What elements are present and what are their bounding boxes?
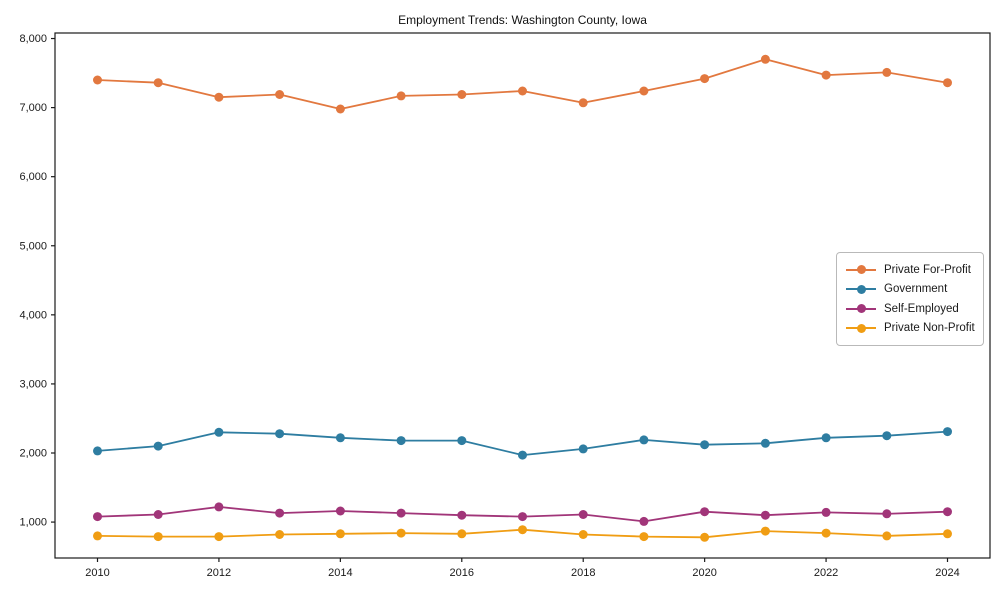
data-point: [639, 516, 649, 526]
y-tick-label: 2,000: [19, 448, 47, 460]
data-point: [93, 531, 102, 541]
data-point: [943, 78, 952, 88]
y-tick-label: 5,000: [19, 240, 47, 252]
y-tick-label: 4,000: [19, 309, 47, 321]
data-point: [760, 526, 770, 536]
data-point: [457, 510, 467, 520]
data-point: [396, 528, 406, 538]
data-point: [518, 86, 527, 96]
data-point: [396, 91, 406, 101]
legend-label: Self-Employed: [884, 302, 959, 315]
data-point: [518, 512, 527, 522]
data-point: [700, 507, 710, 517]
data-point: [700, 74, 710, 84]
chart-title: Employment Trends: Washington County, Io…: [398, 13, 647, 27]
data-point: [639, 532, 649, 542]
data-point: [457, 436, 467, 446]
data-point: [760, 510, 770, 520]
data-point: [700, 440, 710, 450]
data-point: [275, 508, 285, 518]
data-point: [943, 529, 952, 539]
data-point: [153, 510, 163, 519]
data-point: [821, 433, 831, 443]
x-tick-label: 2022: [814, 567, 838, 579]
legend-marker: [846, 265, 876, 275]
data-point: [700, 532, 710, 542]
legend-marker: [846, 323, 876, 333]
x-tick-label: 2012: [207, 567, 231, 579]
data-point: [760, 54, 770, 64]
y-tick-label: 3,000: [19, 378, 47, 390]
data-point: [821, 70, 831, 80]
data-point: [578, 98, 588, 108]
data-point: [335, 529, 345, 539]
data-point: [943, 427, 952, 437]
x-tick-label: 2024: [935, 567, 959, 579]
data-point: [821, 507, 831, 517]
legend-label: Private For-Profit: [884, 263, 971, 276]
legend-item: Government: [846, 280, 974, 300]
data-point: [335, 506, 345, 516]
data-point: [153, 532, 163, 542]
data-point: [93, 446, 102, 456]
data-point: [578, 444, 588, 454]
data-point: [335, 104, 345, 114]
y-tick-label: 1,000: [19, 517, 47, 529]
y-tick-label: 8,000: [19, 33, 47, 45]
plot-border: [54, 32, 991, 559]
data-point: [153, 78, 163, 88]
data-point: [396, 436, 406, 446]
data-point: [396, 508, 406, 518]
y-tick-label: 6,000: [19, 171, 47, 183]
data-point: [457, 529, 467, 539]
data-point: [214, 92, 224, 102]
legend-label: Government: [884, 283, 948, 296]
series-line: [97, 58, 948, 110]
y-tick-label: 7,000: [19, 102, 47, 114]
data-point: [457, 90, 467, 99]
legend-item: Private For-Profit: [846, 260, 974, 280]
data-point: [93, 512, 102, 522]
x-tick-label: 2020: [692, 567, 716, 579]
data-point: [518, 525, 527, 535]
data-point: [821, 528, 831, 538]
x-tick-label: 2010: [85, 567, 109, 579]
data-point: [639, 86, 649, 96]
data-point: [518, 450, 527, 460]
data-point: [639, 435, 649, 445]
x-tick-label: 2018: [571, 567, 595, 579]
data-point: [214, 532, 224, 542]
data-point: [578, 510, 588, 519]
legend: Private For-Profit Government Self-Employe…: [836, 252, 984, 346]
data-point: [275, 530, 285, 539]
data-point: [93, 75, 102, 85]
data-point: [275, 429, 285, 439]
data-point: [153, 441, 163, 451]
data-point: [335, 433, 345, 443]
legend-marker: [846, 284, 876, 294]
data-point: [214, 427, 224, 437]
data-point: [943, 507, 952, 517]
data-point: [882, 431, 892, 441]
x-tick-label: 2014: [328, 567, 352, 579]
data-point: [882, 531, 892, 541]
data-point: [578, 530, 588, 539]
x-tick-label: 2016: [450, 567, 474, 579]
data-point: [882, 67, 892, 77]
data-point: [760, 438, 770, 448]
legend-item: Private Non-Profit: [846, 319, 975, 339]
data-point: [882, 509, 892, 519]
data-point: [214, 502, 224, 512]
legend-marker: [846, 304, 876, 314]
legend-item: Self-Employed: [846, 299, 974, 319]
legend-label: Private Non-Profit: [884, 322, 975, 335]
data-point: [275, 90, 285, 99]
